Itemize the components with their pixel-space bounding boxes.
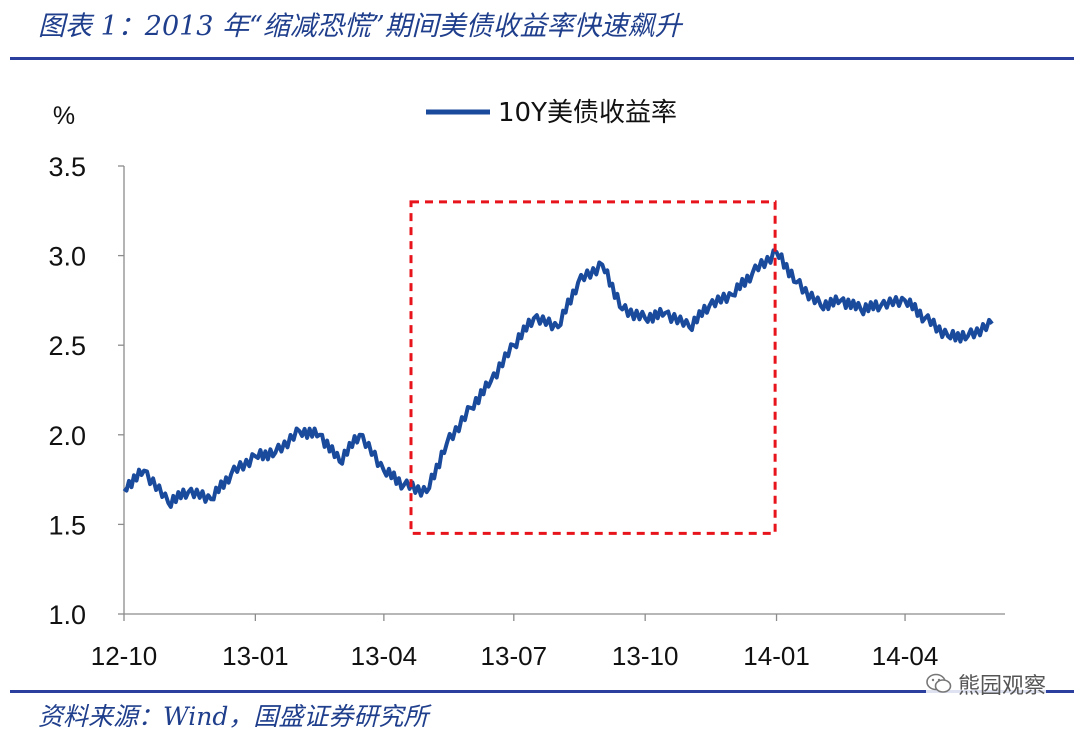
x-tick-label: 13-07 (481, 641, 548, 671)
x-tick-label: 13-10 (612, 641, 679, 671)
y-tick-label: 1.5 (48, 510, 86, 540)
top-rule (10, 57, 1074, 60)
y-tick-label: 3.0 (48, 242, 86, 272)
series-line-10y (122, 248, 994, 509)
y-tick-label: 2.5 (48, 331, 86, 361)
chart-caption: 图表 1：2013 年“缩减恐慌”期间美债收益率快速飙升 (38, 11, 682, 42)
x-tick-label: 13-01 (222, 641, 289, 671)
line-chart: 1.0 1.5 2.0 2.5 3.0 3.5% 12-10 13-01 13-04 13-07 1… (48, 98, 1005, 671)
watermark-text: 熊园观察 (957, 674, 1046, 699)
bottom-rule (10, 690, 1074, 693)
x-tick-label: 14-04 (872, 641, 939, 671)
watermark: 熊园观察 (925, 668, 1046, 700)
legend-label: 10Y美债收益率 (498, 98, 677, 128)
source-note: 资料来源：Wind，国盛证券研究所 (38, 702, 429, 731)
y-tick-label: 1.0 (48, 600, 86, 630)
y-tick-label: 3.5 (48, 152, 86, 182)
x-tick-label: 13-04 (351, 641, 418, 671)
y-tick-label: 2.0 (48, 421, 86, 451)
wechat-icon (926, 673, 952, 693)
x-tick-label: 14-01 (743, 641, 810, 671)
x-tick-label: 12-10 (91, 641, 158, 671)
y-axis-unit-label: % (53, 102, 75, 130)
taper-tantrum-highlight-box (409, 200, 777, 535)
